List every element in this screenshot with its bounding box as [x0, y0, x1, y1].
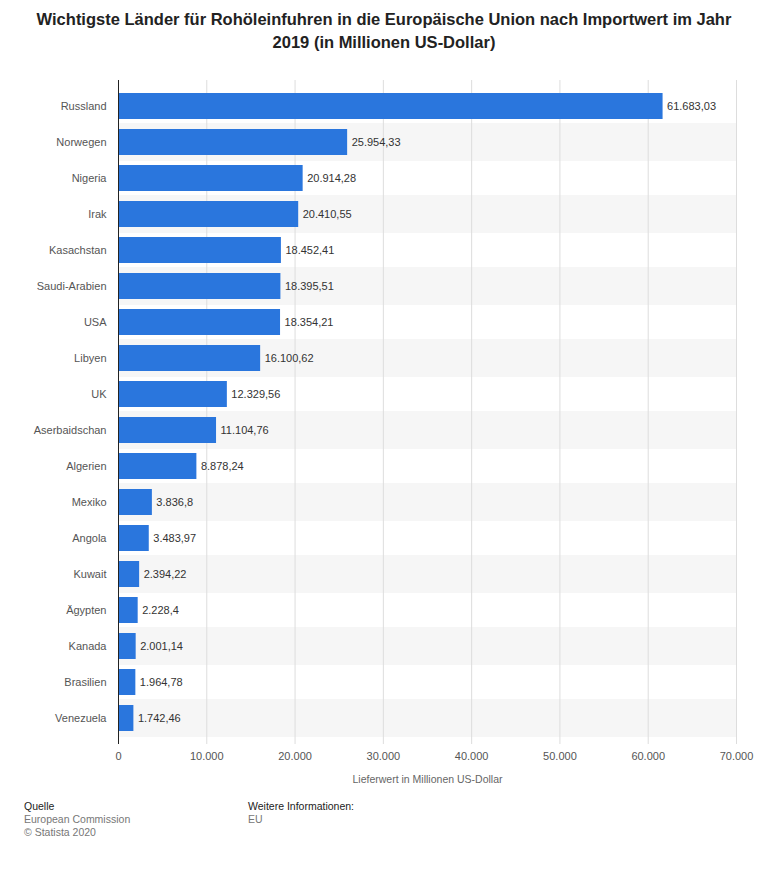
svg-text:Ägypten: Ägypten — [66, 604, 106, 616]
svg-text:18.452,41: 18.452,41 — [285, 244, 334, 256]
svg-text:18.395,51: 18.395,51 — [285, 280, 334, 292]
svg-text:Kasachstan: Kasachstan — [49, 244, 106, 256]
html-text:European Commission: European Commission — [24, 813, 131, 825]
svg-text:20.000: 20.000 — [278, 750, 312, 762]
svg-text:Mexiko: Mexiko — [72, 496, 107, 508]
svg-text:Kanada: Kanada — [69, 640, 108, 652]
svg-text:Kuwait: Kuwait — [73, 568, 106, 580]
svg-text:Libyen: Libyen — [74, 352, 106, 364]
svg-text:2.228,4: 2.228,4 — [142, 604, 179, 616]
html-text:EU: EU — [248, 813, 263, 825]
svg-text:3.836,8: 3.836,8 — [156, 496, 193, 508]
svg-text:Lieferwert in Millionen US-Dol: Lieferwert in Millionen US-Dollar — [353, 773, 503, 785]
svg-text:10.000: 10.000 — [190, 750, 224, 762]
svg-text:16.100,62: 16.100,62 — [265, 352, 314, 364]
svg-text:Aserbaidschan: Aserbaidschan — [34, 424, 107, 436]
svg-text:25.954,33: 25.954,33 — [352, 136, 401, 148]
svg-text:Brasilien: Brasilien — [64, 676, 106, 688]
svg-text:50.000: 50.000 — [543, 750, 577, 762]
svg-text:1.742,46: 1.742,46 — [138, 712, 181, 724]
svg-text:Algerien: Algerien — [66, 460, 106, 472]
svg-text:0: 0 — [115, 750, 121, 762]
svg-text:Russland: Russland — [61, 100, 107, 112]
svg-text:20.914,28: 20.914,28 — [307, 172, 356, 184]
svg-text:61.683,03: 61.683,03 — [667, 100, 716, 112]
svg-text:8.878,24: 8.878,24 — [201, 460, 244, 472]
svg-text:3.483,97: 3.483,97 — [153, 532, 196, 544]
svg-text:Angola: Angola — [72, 532, 107, 544]
svg-text:Saudi-Arabien: Saudi-Arabien — [37, 280, 107, 292]
html-text:Weitere Informationen:: Weitere Informationen: — [248, 800, 354, 812]
svg-text:2.001,14: 2.001,14 — [140, 640, 183, 652]
html-text:Quelle: Quelle — [24, 800, 55, 812]
svg-text:12.329,56: 12.329,56 — [231, 388, 280, 400]
svg-text:1.964,78: 1.964,78 — [140, 676, 183, 688]
svg-text:40.000: 40.000 — [455, 750, 489, 762]
svg-text:Nigeria: Nigeria — [72, 172, 108, 184]
svg-text:USA: USA — [84, 316, 107, 328]
svg-text:18.354,21: 18.354,21 — [285, 316, 334, 328]
svg-text:Irak: Irak — [88, 208, 107, 220]
svg-text:Venezuela: Venezuela — [55, 712, 107, 724]
svg-text:2.394,22: 2.394,22 — [144, 568, 187, 580]
html-text:© Statista 2020: © Statista 2020 — [24, 826, 96, 838]
svg-text:60.000: 60.000 — [631, 750, 665, 762]
html-text:Wichtigste Länder für Rohölein: Wichtigste Länder für Rohöleinfuhren in … — [36, 10, 732, 51]
svg-text:30.000: 30.000 — [367, 750, 401, 762]
svg-text:11.104,76: 11.104,76 — [221, 424, 269, 436]
svg-text:20.410,55: 20.410,55 — [303, 208, 352, 220]
svg-text:70.000: 70.000 — [720, 750, 754, 762]
svg-text:Norwegen: Norwegen — [56, 136, 106, 148]
svg-text:UK: UK — [91, 388, 107, 400]
